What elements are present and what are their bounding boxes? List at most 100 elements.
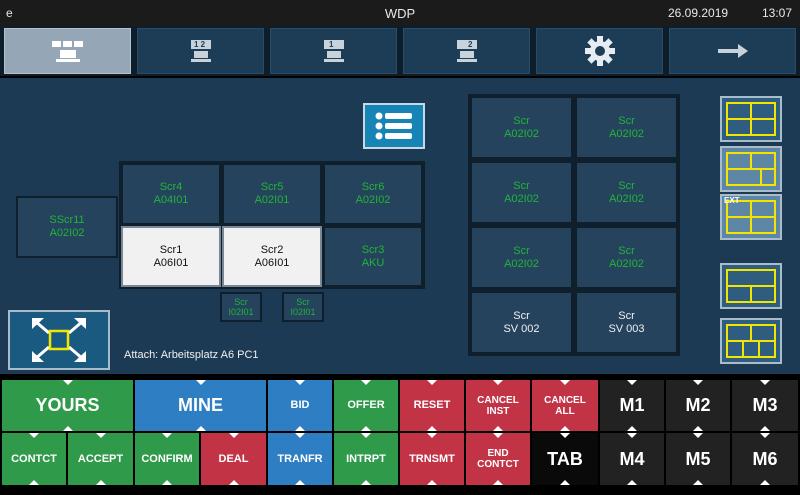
gear-icon <box>584 36 615 66</box>
m2-key[interactable]: M2 <box>666 380 730 431</box>
screen-scr1[interactable]: Scr1 A06I01 <box>121 226 221 287</box>
screen-scr2[interactable]: Scr2 A06I01 <box>222 226 322 287</box>
top-tab-bar: 1 2 1 2 <box>0 26 800 76</box>
m3-key[interactable]: M3 <box>732 380 798 431</box>
tab-settings[interactable] <box>536 28 663 74</box>
app-menu-glyph[interactable]: e <box>6 6 13 20</box>
workstation-pair-icon <box>190 40 211 62</box>
workstation-icon <box>51 41 83 62</box>
date-readout: 26.09.2019 <box>668 6 729 20</box>
screen-name: Scr2 <box>260 243 284 256</box>
end-contct-key[interactable]: END CONTCT <box>466 433 530 485</box>
screen-id: A06I01 <box>153 256 189 269</box>
screen-sscr11[interactable]: SScr11 A02I02 <box>16 196 118 258</box>
screen-id: A02I02 <box>504 192 539 205</box>
screen-scr5[interactable]: Scr5 A02I01 <box>222 163 322 225</box>
screen-id: A02I02 <box>355 194 391 206</box>
layout-split-button[interactable] <box>720 146 782 192</box>
screen-id: A02I02 <box>609 127 644 140</box>
screen-name: Scr <box>618 114 635 127</box>
screen-small-a[interactable]: Scr I02I01 <box>220 292 262 322</box>
m1-key[interactable]: M1 <box>600 380 664 431</box>
accept-key[interactable]: ACCEPT <box>68 433 133 485</box>
yours-key[interactable]: YOURS <box>2 380 133 431</box>
m4-key[interactable]: M4 <box>600 433 664 485</box>
confirm-key[interactable]: CONFIRM <box>135 433 199 485</box>
layout-multi-button[interactable] <box>720 318 782 364</box>
screen-scr3[interactable]: Scr3 AKU <box>323 226 423 287</box>
deal-key[interactable]: DEAL <box>201 433 266 485</box>
title-bar: e WDP 26.09.2019 13:07 <box>0 0 800 26</box>
bid-key[interactable]: BID <box>268 380 332 431</box>
screen-name: Scr4 <box>159 181 183 193</box>
screen-id: AKU <box>361 256 385 269</box>
screen-id: SV 003 <box>608 322 645 335</box>
list-icon <box>375 112 412 140</box>
tab-key[interactable]: TAB <box>532 433 598 485</box>
layout-multi-icon <box>726 324 776 358</box>
tab-workstation-overview[interactable] <box>4 28 131 74</box>
screen-id: A02I02 <box>504 257 539 270</box>
layout-triple-icon <box>726 269 776 303</box>
tab-next[interactable] <box>669 28 796 74</box>
offer-key[interactable]: OFFER <box>334 380 398 431</box>
layout-external-icon <box>726 200 776 234</box>
screen-id: A02I02 <box>49 227 85 239</box>
screen-name: Scr <box>618 244 635 257</box>
time-readout: 13:07 <box>762 6 793 20</box>
tab-workstation-1-2[interactable]: 1 2 <box>137 28 264 74</box>
screen-id: A02I02 <box>609 192 644 205</box>
m6-key[interactable]: M6 <box>732 433 798 485</box>
screen-grid-cell[interactable]: Scr A02I02 <box>470 96 573 159</box>
command-keyboard: YOURS MINE BID OFFER RESET CANCEL INST C… <box>0 378 800 495</box>
layout-3-split-button[interactable] <box>720 263 782 309</box>
screen-grid-cell[interactable]: Scr A02I02 <box>470 161 573 224</box>
layout-ext-label: EXT <box>724 196 740 205</box>
m5-key[interactable]: M5 <box>666 433 730 485</box>
screen-name: SScr11 <box>49 214 85 226</box>
screen-grid-cell[interactable]: Scr A02I02 <box>575 226 678 289</box>
screen-name: Scr <box>513 179 530 192</box>
screen-grid-cell[interactable]: Scr SV 002 <box>470 291 573 354</box>
screen-name: Scr <box>618 309 635 322</box>
intrpt-key[interactable]: INTRPT <box>334 433 398 485</box>
screen-id: I02I01 <box>290 307 316 317</box>
layout-quad-icon <box>726 102 776 136</box>
screen-grid-cell[interactable]: Scr A02I02 <box>575 161 678 224</box>
cancel-inst-key[interactable]: CANCEL INST <box>466 380 530 431</box>
screen-small-b[interactable]: Scr I02I01 <box>282 292 324 322</box>
screen-id: SV 002 <box>503 322 540 335</box>
screen-grid-cell[interactable]: Scr A02I02 <box>575 96 678 159</box>
trnsmt-key[interactable]: TRNSMT <box>400 433 464 485</box>
screen-grid-cell[interactable]: Scr A02I02 <box>470 226 573 289</box>
screen-name: Scr1 <box>159 243 183 256</box>
tab-workstation-1[interactable]: 1 <box>270 28 397 74</box>
tab-badge: 1 <box>329 40 334 49</box>
screen-grid-cell[interactable]: Scr SV 003 <box>575 291 678 354</box>
contct-key[interactable]: CONTCT <box>2 433 66 485</box>
screen-name: Scr6 <box>361 181 385 193</box>
mine-key[interactable]: MINE <box>135 380 266 431</box>
screen-name: Scr <box>513 114 530 127</box>
cancel-all-key[interactable]: CANCEL ALL <box>532 380 598 431</box>
reset-key[interactable]: RESET <box>400 380 464 431</box>
workstation-single-icon <box>323 40 344 62</box>
screen-id: A02I02 <box>609 257 644 270</box>
list-view-button[interactable] <box>363 103 425 149</box>
screen-name: Scr <box>296 297 310 307</box>
screen-name: Scr <box>618 179 635 192</box>
screen-scr4[interactable]: Scr4 A04I01 <box>121 163 221 225</box>
tab-badge: 1 2 <box>194 40 206 49</box>
tab-workstation-2[interactable]: 2 <box>403 28 530 74</box>
screen-id: I02I01 <box>228 307 254 317</box>
screen-id: A02I01 <box>254 194 290 206</box>
layout-external-button[interactable]: EXT <box>720 194 782 240</box>
layout-2x2-button[interactable] <box>720 96 782 142</box>
screen-scr6[interactable]: Scr6 A02I02 <box>323 163 423 225</box>
expand-icon <box>32 318 86 362</box>
screen-id: A06I01 <box>254 256 290 269</box>
layout-split-icon <box>726 152 776 186</box>
tranfr-key[interactable]: TRANFR <box>268 433 332 485</box>
tab-badge: 2 <box>468 40 473 49</box>
fullscreen-button[interactable] <box>8 310 110 370</box>
